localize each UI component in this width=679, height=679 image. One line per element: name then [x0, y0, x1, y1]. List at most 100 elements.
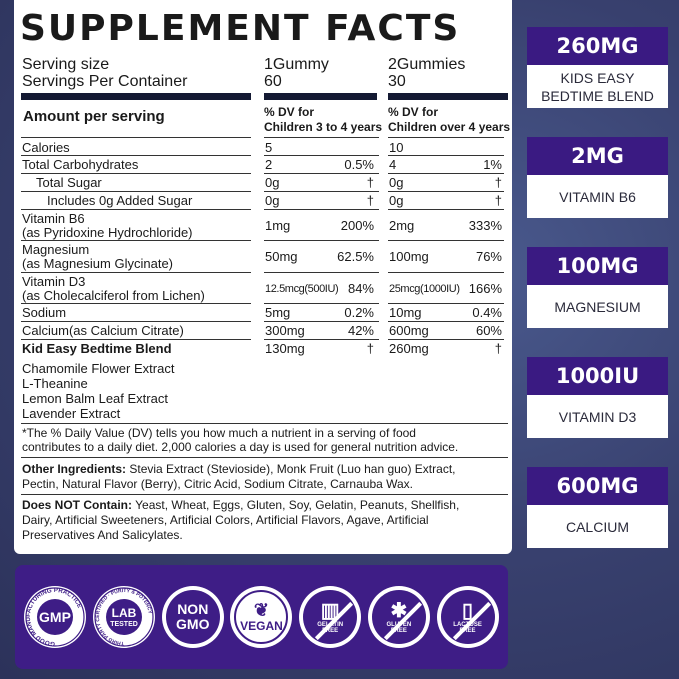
col1-dv: † — [366, 341, 374, 356]
card-label: MAGNESIUM — [554, 298, 641, 315]
col1-dv: 42% — [347, 323, 374, 338]
row-divider — [264, 303, 379, 304]
row-divider — [388, 272, 504, 273]
col1-dv: 84% — [347, 281, 374, 296]
divider — [21, 93, 251, 100]
vegan-leaf-icon: ❦ VEGAN — [230, 586, 293, 648]
col1-serving-size: 1Gummy — [264, 56, 329, 73]
row-divider — [21, 272, 251, 273]
other-ingredients: Other Ingredients: Stevia Extract (Stevi… — [22, 462, 455, 476]
nutrient-name: Calories — [22, 140, 70, 155]
nutrient-highlight-card: 600MG CALCIUM — [527, 467, 668, 548]
blend-ingredient: Lavender Extract — [22, 406, 121, 421]
gluten-free-icon: ✱GLUTENFREE — [367, 586, 430, 648]
nutrient-name: Calcium(as Calcium Citrate) — [22, 323, 184, 338]
blend-ingredient: Lemon Balm Leaf Extract — [22, 391, 168, 406]
row-divider — [264, 339, 379, 340]
col2-dv: † — [494, 175, 502, 190]
col2-amount: 10mg — [389, 305, 422, 320]
col1-servings: 60 — [264, 73, 282, 90]
row-divider — [264, 272, 379, 273]
other-ingredients-text: Stevia Extract (Stevioside), Monk Fruit … — [126, 462, 456, 476]
non-gmo-icon: NON GMO — [161, 586, 224, 648]
col1-amount: 12.5mcg(500IU) — [265, 283, 339, 295]
col2-dv: 1% — [483, 157, 502, 172]
col2-amount: 25mcg(1000IU) — [389, 283, 460, 295]
badge-symbol: ▯ — [462, 600, 474, 622]
blend-ingredient: L-Theanine — [22, 376, 88, 391]
row-divider — [388, 137, 504, 138]
col2-servings: 30 — [388, 73, 406, 90]
does-not-contain-text: Preservatives And Salicylates. — [22, 528, 183, 542]
col2-header: % DV for — [388, 105, 439, 119]
row-divider — [264, 155, 379, 156]
badge-text: TESTED — [110, 621, 138, 628]
does-not-contain-text: Yeast, Wheat, Eggs, Gluten, Soy, Gelatin… — [132, 498, 460, 512]
nutrient-highlight-card: 260MG KIDS EASY BEDTIME BLEND — [527, 27, 668, 108]
gelatin-free-icon: ▥GELATINFREE — [299, 586, 362, 648]
card-amount: 2MG — [527, 137, 668, 175]
row-divider — [388, 303, 504, 304]
nutrient-name: Vitamin D3 — [22, 274, 86, 289]
row-divider — [21, 209, 251, 210]
col2-amount: 4 — [389, 157, 397, 172]
col2-amount: 0g — [389, 175, 404, 190]
col1-amount: 50mg — [265, 249, 298, 264]
col2-amount: 100mg — [389, 249, 429, 264]
nutrient-highlight-card: 2MG VITAMIN B6 — [527, 137, 668, 218]
row-divider — [388, 209, 504, 210]
nutrient-name: Vitamin B6 — [22, 211, 85, 226]
col1-amount: 130mg — [265, 341, 305, 356]
col2-amount: 260mg — [389, 341, 429, 356]
certification-badges: GOOD MANUFACTURING PRACTICE GMP THIRD PA… — [15, 565, 508, 669]
col1-dv: † — [366, 175, 374, 190]
gmp-seal-icon: GOOD MANUFACTURING PRACTICE GMP — [24, 586, 87, 648]
col2-dv: 60% — [475, 323, 502, 338]
row-divider — [264, 137, 379, 138]
row-divider — [21, 155, 251, 156]
row-divider — [21, 339, 251, 340]
badge-text: LAB — [112, 606, 137, 620]
col1-amount: 2 — [265, 157, 273, 172]
divider — [21, 457, 508, 458]
lactose-free-icon: ▯LACTOSEFREE — [436, 586, 499, 648]
col1-amount: 0g — [265, 193, 280, 208]
badge-text: FREE — [390, 628, 407, 634]
does-not-contain: Does NOT Contain: Yeast, Wheat, Eggs, Gl… — [22, 498, 459, 512]
badge-text: GMO — [176, 616, 210, 632]
badge-text: VEGAN — [240, 619, 283, 633]
nutrient-source: (as Magnesium Glycinate) — [22, 256, 173, 271]
row-divider — [21, 321, 251, 322]
badge-text: FREE — [322, 628, 339, 634]
row-divider — [21, 303, 251, 304]
col2-amount: 2mg — [389, 218, 415, 233]
row-divider — [21, 191, 251, 192]
nutrient-name: Sodium — [22, 305, 67, 320]
row-divider — [21, 137, 251, 138]
other-ingredients-text: Pectin, Natural Flavor (Berry), Citric A… — [22, 477, 414, 491]
col1-dv: 200% — [340, 218, 374, 233]
col1-dv: 0.5% — [344, 157, 374, 172]
row-divider — [264, 173, 379, 174]
col2-amount: 600mg — [389, 323, 429, 338]
col2-header: Children over 4 years — [388, 120, 511, 134]
row-divider — [388, 339, 504, 340]
footnote: *The % Daily Value (DV) tells you how mu… — [22, 426, 416, 440]
col1-dv: 0.2% — [344, 305, 374, 320]
row-divider — [264, 321, 379, 322]
row-divider — [264, 209, 379, 210]
col2-dv: † — [494, 193, 502, 208]
card-label: VITAMIN B6 — [559, 188, 636, 205]
nutrient-source: (as Pyridoxine Hydrochloride) — [22, 225, 193, 240]
row-divider — [21, 173, 251, 174]
col1-amount: 1mg — [265, 218, 291, 233]
nutrient-name: Total Carbohydrates — [22, 157, 139, 172]
nutrient-highlight-card: 1000IU VITAMIN D3 — [527, 357, 668, 438]
servings-per-container-label: Servings Per Container — [22, 73, 188, 90]
divider — [21, 423, 508, 424]
seal-graphic: THIRD PARTY CERTIFIED · PURITY & POTENCY… — [94, 587, 155, 647]
badge-text: GMP — [39, 609, 71, 625]
seal-graphic: GOOD MANUFACTURING PRACTICE GMP — [25, 587, 86, 647]
leaf-symbol: ❦ — [253, 600, 269, 620]
nutrient-name: Kid Easy Bedtime Blend — [22, 341, 172, 356]
